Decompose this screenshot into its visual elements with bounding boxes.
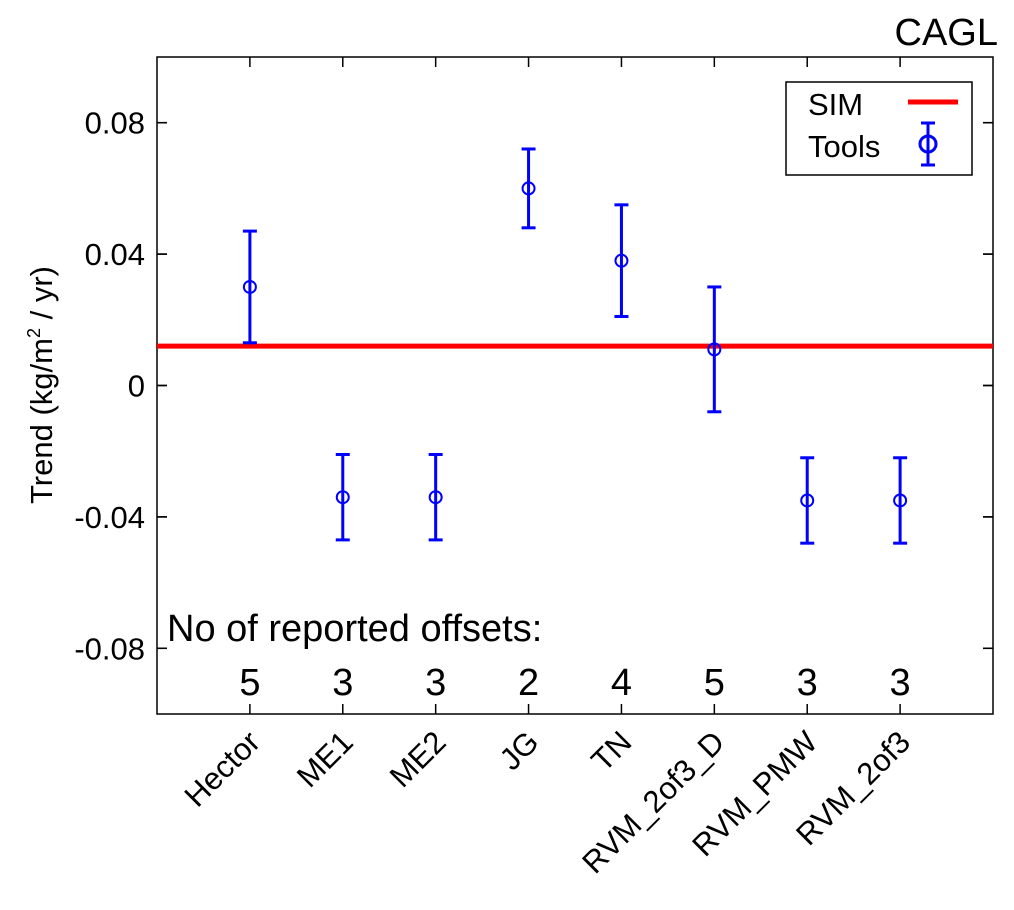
offset-count: 3	[332, 662, 353, 704]
data-point	[893, 493, 908, 508]
legend-box	[785, 81, 973, 176]
data-point	[521, 181, 536, 196]
y-axis-label: Trend (kg/m2 / yr)	[24, 266, 59, 504]
data-point	[242, 279, 257, 294]
tools-series	[242, 147, 908, 545]
data-point	[707, 342, 722, 357]
offset-counts: 5 3 3 2 4 5 3 3	[239, 662, 910, 704]
offsets-annotation: No of reported offsets:	[167, 608, 542, 650]
y-tick-label: 0.04	[85, 237, 145, 272]
y-tick-label: 0.08	[85, 106, 145, 141]
y-tick-label: 0	[128, 369, 145, 404]
chart-title: CAGL	[895, 12, 998, 54]
offset-count: 2	[518, 662, 539, 704]
x-tick-label: JG	[493, 724, 546, 777]
x-tick-label: ME1	[290, 724, 360, 794]
data-point	[335, 490, 350, 505]
offset-count: 3	[425, 662, 446, 704]
legend-label-sim: SIM	[808, 87, 863, 122]
legend: SIM Tools	[785, 81, 973, 176]
x-tick-label: ME2	[383, 724, 453, 794]
y-axis: 0.08 0.04 0 -0.04 -0.08	[74, 106, 993, 666]
x-tick-label: Hector	[178, 724, 267, 813]
offset-count: 5	[239, 662, 260, 704]
x-tick-label: TN	[584, 724, 638, 778]
offset-count: 3	[797, 662, 818, 704]
data-point	[428, 490, 443, 505]
y-tick-label: -0.08	[74, 631, 145, 666]
data-point	[800, 493, 815, 508]
offset-count: 4	[611, 662, 632, 704]
y-tick-label: -0.04	[74, 500, 145, 535]
legend-label-tools: Tools	[808, 129, 880, 164]
legend-swatch-tools	[918, 121, 938, 167]
offset-count: 3	[890, 662, 911, 704]
data-point	[614, 253, 629, 268]
offset-count: 5	[704, 662, 725, 704]
